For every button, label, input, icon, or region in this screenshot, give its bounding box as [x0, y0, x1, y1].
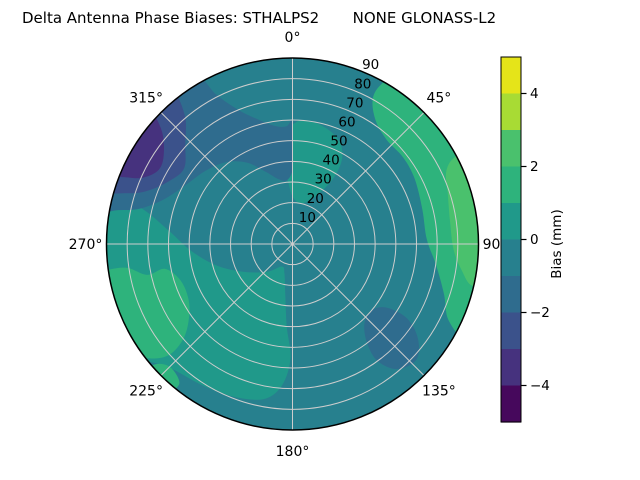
radial-tick-label-20: 20 — [307, 191, 324, 207]
colorbar-tick-label-−2: −2 — [530, 305, 550, 321]
azimuth-label-0: 0° — [285, 30, 301, 46]
azimuth-label-90: 90 — [483, 237, 501, 253]
grid-spoke-45 — [292, 112, 425, 245]
radial-tick-labels: 10 20 30 40 50 60 70 80 90 — [299, 57, 379, 226]
azimuth-label-270: 270° — [69, 237, 103, 253]
chart-title: Delta Antenna Phase Biases: STHALPS2 NON… — [22, 9, 497, 27]
colorbar-tick-label-2: 2 — [530, 159, 539, 175]
plot-boundary — [105, 57, 480, 431]
radial-tick-label-60: 60 — [338, 114, 355, 130]
grid-spoke-135 — [292, 243, 425, 376]
radial-tick-label-70: 70 — [346, 95, 363, 111]
colorbar: 4 2 0 −2 −4 Bias (mm) — [500, 56, 565, 423]
grid-spoke-315 — [160, 112, 293, 245]
colorbar-segment-2 — [501, 130, 521, 168]
azimuth-label-135: 135° — [422, 383, 456, 399]
radial-tick-label-90: 90 — [362, 57, 379, 73]
azimuth-label-225: 225° — [129, 383, 163, 399]
azimuth-labels: 0° 45° 90 135° 180° 225° 270° 315° — [69, 30, 501, 460]
colorbar-segment-3 — [501, 166, 521, 204]
colorbar-segment-4 — [501, 203, 521, 241]
colorbar-tick-label-0: 0 — [530, 232, 539, 248]
radial-tick-label-10: 10 — [299, 210, 316, 226]
radial-tick-label-40: 40 — [323, 153, 340, 169]
contour-region-southwest-green-patch — [106, 267, 190, 359]
colorbar-segment-5 — [501, 239, 521, 277]
colorbar-axis-label: Bias (mm) — [549, 209, 565, 278]
azimuth-label-45: 45° — [426, 91, 451, 107]
radial-tick-label-80: 80 — [354, 76, 371, 92]
colorbar-segment-0 — [501, 57, 521, 95]
contour-region-northwest-indigo-patch — [109, 110, 165, 179]
grid-spoke-225 — [160, 243, 293, 376]
contour-region-southeast-blue-patch — [364, 307, 420, 370]
colorbar-segment-7 — [501, 312, 521, 350]
colorbar-segment-6 — [501, 276, 521, 314]
radial-tick-label-30: 30 — [315, 172, 332, 188]
polar-grid — [106, 58, 479, 430]
colorbar-tick-label-−4: −4 — [530, 378, 550, 394]
radial-tick-label-50: 50 — [330, 134, 347, 150]
azimuth-label-315: 315° — [129, 91, 163, 107]
colorbar-segment-1 — [501, 93, 521, 131]
colorbar-tick-label-4: 4 — [530, 86, 539, 102]
contour-regions — [106, 73, 479, 400]
colorbar-segment-8 — [501, 349, 521, 387]
colorbar-segment-9 — [501, 385, 521, 423]
azimuth-label-180: 180° — [276, 444, 310, 460]
